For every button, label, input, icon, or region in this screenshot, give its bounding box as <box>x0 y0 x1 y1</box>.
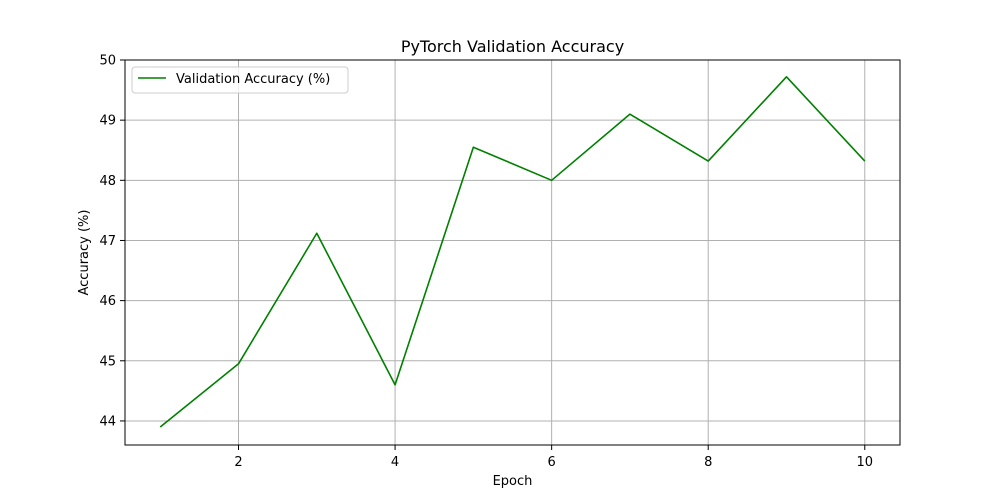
legend-label: Validation Accuracy (%) <box>176 72 330 87</box>
plot-area-frame <box>124 59 901 446</box>
series-line <box>159 76 866 428</box>
y-tick-label: 50 <box>99 54 116 69</box>
x-tick-label: 8 <box>704 455 712 470</box>
y-tick-label: 46 <box>99 294 116 309</box>
y-axis-label: Accuracy (%) <box>77 210 92 296</box>
legend: Validation Accuracy (%) <box>131 66 349 94</box>
y-tick-label: 49 <box>99 114 116 129</box>
x-axis-label: Epoch <box>493 474 533 489</box>
y-tick-label: 44 <box>99 414 116 429</box>
y-tick-label: 47 <box>99 234 116 249</box>
series-layer <box>159 76 866 428</box>
y-tick-label: 45 <box>99 354 116 369</box>
x-tick-label: 6 <box>548 455 556 470</box>
x-tick-label: 10 <box>856 455 873 470</box>
legend-box <box>131 66 349 94</box>
chart-title: PyTorch Validation Accuracy <box>401 37 624 56</box>
y-tick-label: 48 <box>99 174 116 189</box>
grid <box>125 59 900 445</box>
x-tick-label: 2 <box>234 455 242 470</box>
x-tick-label: 4 <box>391 455 399 470</box>
